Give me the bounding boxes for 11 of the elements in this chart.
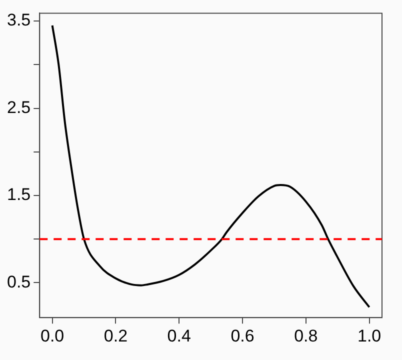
x-tick-label: 0.6 [230,326,254,346]
x-tick-label: 0.2 [104,326,128,346]
x-tick-label: 0.0 [40,326,64,346]
y-tick-label: 3.5 [6,10,31,30]
line-series [51,24,370,308]
y-tick-label: 0.5 [6,272,31,292]
y-tick-label: 2.5 [6,98,31,117]
x-tick-label: 0.4 [167,326,191,346]
x-tick-label: 0.8 [294,326,318,346]
y-tick-label: 1.5 [6,185,31,204]
x-tick-label: 1.0 [358,326,382,346]
